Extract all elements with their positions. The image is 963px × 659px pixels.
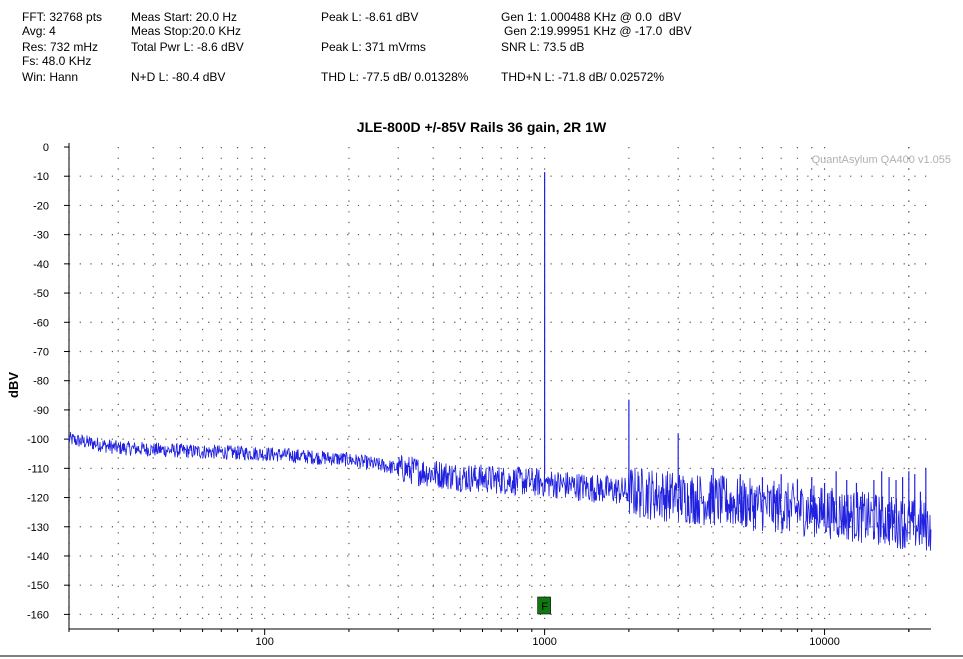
y-tick-label: 0 [43, 142, 49, 154]
y-tick-label: -130 [27, 522, 49, 534]
peak-mvrms-readout: Peak L: 371 mVrms [321, 40, 426, 54]
thd-readout: THD L: -77.5 dB/ 0.01328% [321, 70, 469, 84]
watermark-text: QuantAsylum QA400 v1.055 [812, 154, 951, 166]
meas-start-readout: Meas Start: 20.0 Hz [131, 10, 238, 24]
y-tick-label: -40 [33, 259, 49, 271]
x-tick-label: 100 [255, 636, 273, 648]
snr-readout: SNR L: 73.5 dB [501, 40, 585, 54]
y-tick-label: -80 [33, 376, 49, 388]
y-tick-label: -120 [27, 493, 49, 505]
window-readout: Win: Hann [22, 70, 79, 84]
average-readout: Avg: 4 [22, 24, 56, 38]
y-tick-label: -70 [33, 346, 49, 358]
y-tick-label: -150 [27, 580, 49, 592]
y-tick-label: -100 [27, 434, 49, 446]
y-axis-label: dBV [6, 372, 21, 398]
x-tick-labels: 100 1000 10000 [255, 636, 839, 648]
frequency-marker[interactable]: F [537, 596, 551, 615]
total-power-readout: Total Pwr L: -8.6 dBV [131, 40, 244, 54]
resolution-readout: Res: 732 mHz [22, 40, 99, 54]
y-tick-label: -10 [33, 171, 49, 183]
y-tick-label: -60 [33, 317, 49, 329]
x-tick-label: 1000 [532, 636, 556, 648]
marker-label: F [541, 601, 548, 613]
spectrum-series [68, 432, 932, 551]
grid-dots [68, 147, 931, 629]
y-tick-label: -30 [33, 230, 49, 242]
marker-box [537, 596, 551, 615]
noise-floor-trace [68, 432, 932, 551]
noise-distortion-readout: N+D L: -80.4 dBV [131, 70, 226, 84]
axes [0, 143, 963, 657]
y-tick-label: -140 [27, 551, 49, 563]
gen2-readout: Gen 2:19.99951 KHz @ -17.0 dBV [504, 24, 692, 38]
fft-size-readout: FFT: 32768 pts [22, 10, 103, 24]
y-tick-label: -50 [33, 288, 49, 300]
chart-title: JLE-800D +/-85V Rails 36 gain, 2R 1W [356, 119, 607, 135]
meas-stop-readout: Meas Stop:20.0 KHz [131, 24, 242, 38]
sample-rate-readout: Fs: 48.0 KHz [22, 54, 92, 68]
gen1-readout: Gen 1: 1.000488 KHz @ 0.0 dBV [501, 10, 682, 24]
peak-dbv-readout: Peak L: -8.61 dBV [321, 10, 419, 24]
y-tick-label: -160 [27, 609, 49, 621]
thdn-readout: THD+N L: -71.8 dB/ 0.02572% [501, 70, 665, 84]
y-tick-label: -110 [28, 463, 49, 475]
y-tick-labels: 0 -10 -20 -30 -40 -50 -60 -70 -80 -90 -100 -110 -120… [27, 142, 49, 621]
harmonic-peaks [544, 172, 927, 518]
x-tick-label: 10000 [809, 636, 840, 648]
y-tick-label: -90 [33, 405, 49, 417]
y-tick-label: -20 [33, 200, 49, 212]
